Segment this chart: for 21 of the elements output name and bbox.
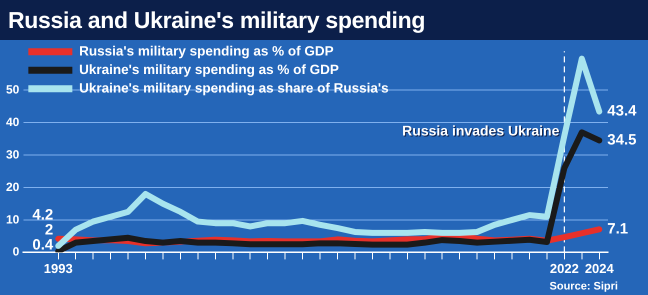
data-label: 43.4 [607, 102, 638, 120]
source-note: Source: Sipri [550, 280, 618, 293]
data-label: 7.1 [607, 220, 628, 238]
legend-label: Ukraine's military spending as % of GDP [79, 62, 339, 77]
x-tick-label: 1993 [44, 260, 73, 276]
y-tick-label: 0 [12, 244, 20, 259]
ref-line-label: Russia invades Ukraine [403, 124, 561, 140]
data-label: 34.5 [607, 132, 636, 149]
legend-label: Ukraine's military spending as share of Russia's [79, 80, 389, 96]
y-tick-label: 50 [6, 82, 20, 96]
x-tick-label: 2024 [584, 260, 615, 276]
data-label: 4.2 [32, 206, 54, 224]
y-tick-label: 20 [6, 180, 20, 194]
y-tick-label: 40 [6, 114, 20, 129]
data-label: 2 [44, 222, 54, 239]
y-tick-label: 30 [6, 147, 20, 162]
legend-label: Russia's military spending as % of GDP [79, 43, 334, 58]
y-tick-label: 10 [6, 212, 20, 226]
data-label: 0.4 [32, 236, 54, 254]
x-tick-label: 2022 [550, 260, 579, 276]
chart-title: Russia and Ukraine's military spending [0, 0, 648, 40]
